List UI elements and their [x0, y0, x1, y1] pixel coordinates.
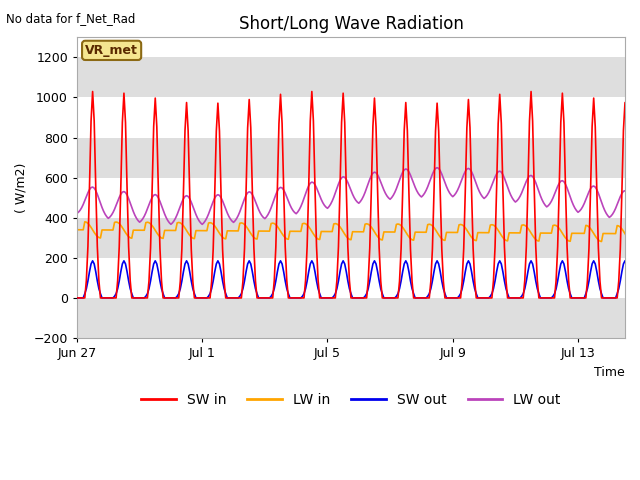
SW out — [271, 286, 278, 291]
LW in — [261, 228, 269, 234]
LW out — [321, 203, 328, 208]
SW in — [271, 278, 278, 284]
LW out — [142, 210, 150, 216]
LW in — [636, 231, 640, 237]
SW in — [89, 89, 97, 95]
LW out — [607, 213, 615, 219]
LW in — [143, 219, 151, 225]
SW out — [242, 269, 250, 275]
Bar — [77, 218, 625, 258]
Line: LW out: LW out — [77, 168, 639, 224]
SW in — [143, 295, 151, 301]
SW in — [636, 295, 640, 301]
SW in — [605, 295, 613, 301]
Legend: SW in, LW in, SW out, LW out: SW in, LW in, SW out, LW out — [136, 387, 566, 412]
Line: SW out: SW out — [77, 261, 639, 298]
Bar — [77, 298, 625, 338]
LW in — [242, 223, 250, 229]
Text: VR_met: VR_met — [85, 44, 138, 57]
LW out — [198, 221, 206, 227]
LW in — [321, 228, 328, 234]
LW in — [271, 221, 278, 227]
SW out — [89, 258, 97, 264]
Bar — [77, 58, 625, 97]
LW in — [629, 239, 637, 245]
SW out — [73, 295, 81, 301]
Line: SW in: SW in — [77, 92, 639, 298]
SW out — [143, 291, 151, 297]
SW in — [261, 295, 269, 301]
X-axis label: Time: Time — [595, 366, 625, 379]
Y-axis label: ( W/m2): ( W/m2) — [15, 162, 28, 213]
SW in — [73, 295, 81, 301]
SW in — [321, 295, 328, 301]
LW in — [605, 231, 613, 237]
Title: Short/Long Wave Radiation: Short/Long Wave Radiation — [239, 15, 463, 33]
Line: LW in: LW in — [77, 222, 639, 242]
Bar — [77, 138, 625, 178]
LW out — [636, 217, 640, 223]
LW out — [73, 210, 81, 216]
SW out — [261, 295, 269, 301]
LW out — [271, 196, 278, 202]
SW in — [242, 188, 250, 194]
Text: No data for f_Net_Rad: No data for f_Net_Rad — [6, 12, 136, 25]
LW out — [433, 165, 441, 170]
SW out — [321, 295, 328, 301]
SW out — [636, 295, 640, 301]
SW out — [605, 295, 613, 301]
LW in — [73, 227, 81, 233]
LW in — [81, 219, 88, 225]
LW out — [242, 192, 250, 198]
LW out — [261, 216, 269, 222]
